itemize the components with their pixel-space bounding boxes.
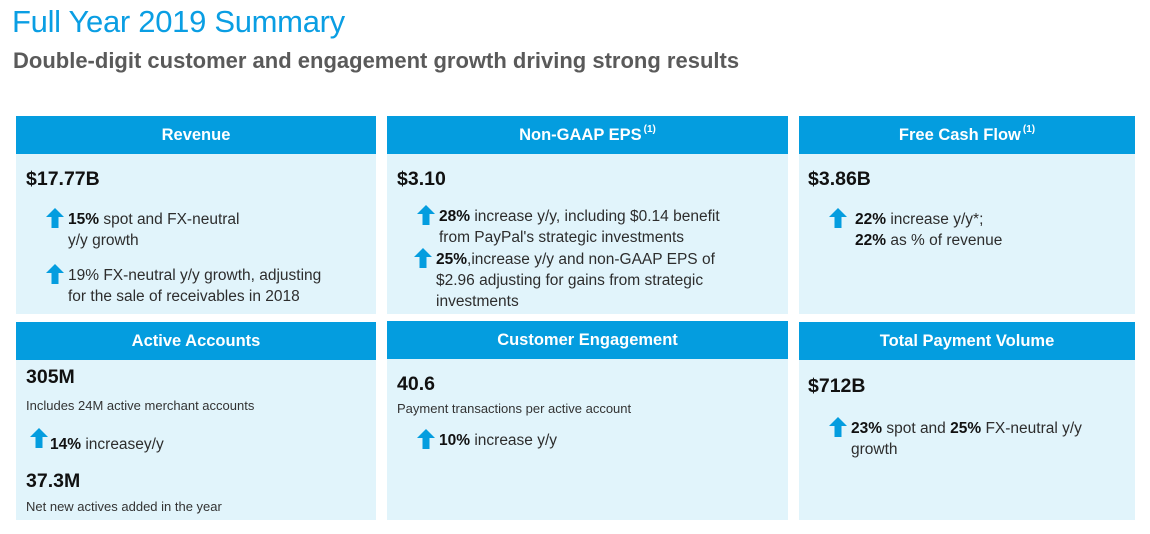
customer-engagement-header: Customer Engagement [387,321,788,359]
footnote-marker: (1) [643,124,656,135]
revenue-card: Revenue $17.77B 15% spot and FX-neutral y… [16,116,376,314]
footnote-marker: (1) [1022,124,1036,135]
customer-engagement-bullet: 10% increase y/y [417,430,557,451]
up-arrow-icon [30,428,48,448]
up-arrow-icon [417,205,435,225]
tpv-bullet: 23% spot and 25% FX-neutral y/y growth [829,418,1082,460]
active-accounts-note: Includes 24M active merchant accounts [26,398,255,413]
eps-value: $3.10 [397,168,446,190]
net-new-actives-value: 37.3M [26,470,81,492]
fcf-value: $3.86B [808,168,871,190]
revenue-header: Revenue [16,116,376,154]
revenue-value: $17.77B [26,168,100,190]
fcf-card: Free Cash Flow (1) $3.86B 22% increase y/… [799,116,1135,314]
active-accounts-bullet: 14% increasey/y [30,429,164,455]
net-new-actives-note: Net new actives added in the year [26,499,222,514]
tpv-value: $712B [808,375,866,397]
active-accounts-value: 305M [26,366,75,388]
eps-header: Non-GAAP EPS (1) [387,116,788,154]
page-subtitle: Double-digit customer and engagement gro… [13,48,740,73]
active-accounts-card: Active Accounts 305M Includes 24M active… [16,322,376,520]
eps-bullet-1: 28% increase y/y, including $0.14 benefi… [417,206,720,248]
customer-engagement-note: Payment transactions per active account [397,401,632,416]
eps-card: Non-GAAP EPS (1) $3.10 28% increase y/y, … [387,116,788,314]
up-arrow-icon [829,208,847,228]
fcf-header: Free Cash Flow (1) [799,116,1135,154]
eps-bullet-2: 25%,increase y/y and non-GAAP EPS of $2.9… [414,249,715,312]
customer-engagement-card: Customer Engagement 40.6 Payment transac… [387,321,788,520]
up-arrow-icon [46,264,64,284]
page-title: Full Year 2019 Summary [12,4,345,39]
revenue-bullet-1: 15% spot and FX-neutral y/y growth [46,209,239,251]
revenue-bullet-2: 19% FX-neutral y/y growth, adjusting for … [46,265,321,307]
up-arrow-icon [414,248,432,268]
active-accounts-header: Active Accounts [16,322,376,360]
tpv-card: Total Payment Volume $712B 23% spot and … [799,322,1135,520]
fcf-bullet-1: 22% increase y/y*; 22% as % of revenue [829,209,1002,251]
up-arrow-icon [46,208,64,228]
up-arrow-icon [829,417,847,437]
up-arrow-icon [417,429,435,449]
customer-engagement-value: 40.6 [397,373,435,395]
tpv-header: Total Payment Volume [799,322,1135,360]
